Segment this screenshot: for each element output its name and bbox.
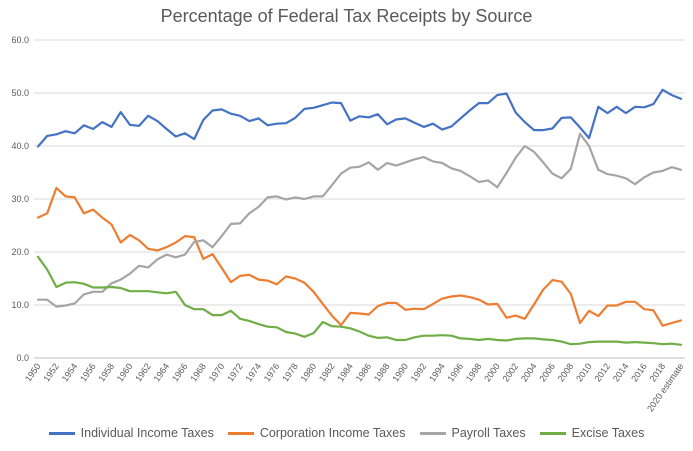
x-tick-label: 1968	[188, 361, 208, 383]
series-line-corporation-income-taxes	[36, 186, 683, 327]
x-tick-label: 1988	[372, 361, 392, 383]
x-tick-label: 1978	[280, 361, 300, 383]
legend-swatch	[48, 431, 75, 435]
x-tick-label: 1950	[23, 361, 43, 383]
x-tick-label: 1994	[427, 361, 447, 383]
series-line-excise-taxes	[36, 255, 683, 346]
chart-title: Percentage of Federal Tax Receipts by So…	[160, 6, 533, 26]
x-tick-label: 1976	[262, 361, 282, 383]
x-tick-label: 1984	[335, 361, 355, 383]
x-tick-label: 1998	[464, 361, 484, 383]
x-axis: 1950195219541956195819601962196419661968…	[23, 361, 686, 413]
x-tick-label: 1980	[299, 361, 319, 383]
legend-item-corporation-income-taxes: Corporation Income Taxes	[227, 426, 406, 440]
legend-label: Payroll Taxes	[451, 426, 526, 440]
y-axis: 0.0 10.0 20.0 30.0 40.0 50.0 60.0	[11, 35, 29, 363]
x-tick-label: 1956	[78, 361, 98, 383]
y-tick-label: 20.0	[11, 247, 29, 257]
x-tick-label: 2016	[629, 361, 649, 383]
legend-swatch	[539, 431, 566, 435]
legend-item-excise-taxes: Excise Taxes	[539, 426, 645, 440]
x-tick-label: 1952	[41, 361, 61, 383]
x-tick-label: 1974	[243, 361, 263, 383]
x-tick-label: 1992	[409, 361, 429, 383]
x-tick-label: 2014	[611, 361, 631, 383]
legend-swatch	[419, 431, 446, 435]
y-tick-label: 40.0	[11, 141, 29, 151]
x-tick-label: 2012	[592, 361, 612, 383]
x-tick-label: 2008	[556, 361, 576, 383]
y-tick-label: 60.0	[11, 35, 29, 45]
x-tick-label: 2004	[519, 361, 539, 383]
x-tick-label: 2002	[501, 361, 521, 383]
legend-swatch	[227, 431, 254, 435]
legend: Individual Income Taxes Corporation Incom…	[0, 426, 693, 440]
x-tick-label: 1966	[170, 361, 190, 383]
gridlines	[34, 39, 685, 359]
x-tick-label: 2006	[537, 361, 557, 383]
legend-item-individual-income-taxes: Individual Income Taxes	[48, 426, 214, 440]
x-tick-label: 1962	[133, 361, 153, 383]
legend-label: Corporation Income Taxes	[259, 426, 406, 440]
legend-label: Individual Income Taxes	[80, 426, 214, 440]
x-tick-label: 1972	[225, 361, 245, 383]
x-tick-label: 1996	[446, 361, 466, 383]
x-tick-label: 1970	[207, 361, 227, 383]
x-tick-label: 2010	[574, 361, 594, 383]
x-tick-label: 1954	[60, 361, 80, 383]
x-tick-label: 1982	[317, 361, 337, 383]
series-line-individual-income-taxes	[36, 88, 683, 148]
series-lines	[36, 88, 683, 346]
legend-item-payroll-taxes: Payroll Taxes	[419, 426, 526, 440]
y-tick-label: 10.0	[11, 300, 29, 310]
series-line-payroll-taxes	[36, 132, 683, 308]
x-tick-label: 1986	[354, 361, 374, 383]
y-tick-label: 50.0	[11, 88, 29, 98]
legend-label: Excise Taxes	[571, 426, 645, 440]
x-tick-label: 1964	[152, 361, 172, 383]
y-tick-label: 0.0	[16, 353, 29, 363]
x-tick-label: 2000	[482, 361, 502, 383]
y-tick-label: 30.0	[11, 194, 29, 204]
x-tick-label: 1990	[390, 361, 410, 383]
x-tick-label: 1958	[96, 361, 116, 383]
x-tick-label: 1960	[115, 361, 135, 383]
